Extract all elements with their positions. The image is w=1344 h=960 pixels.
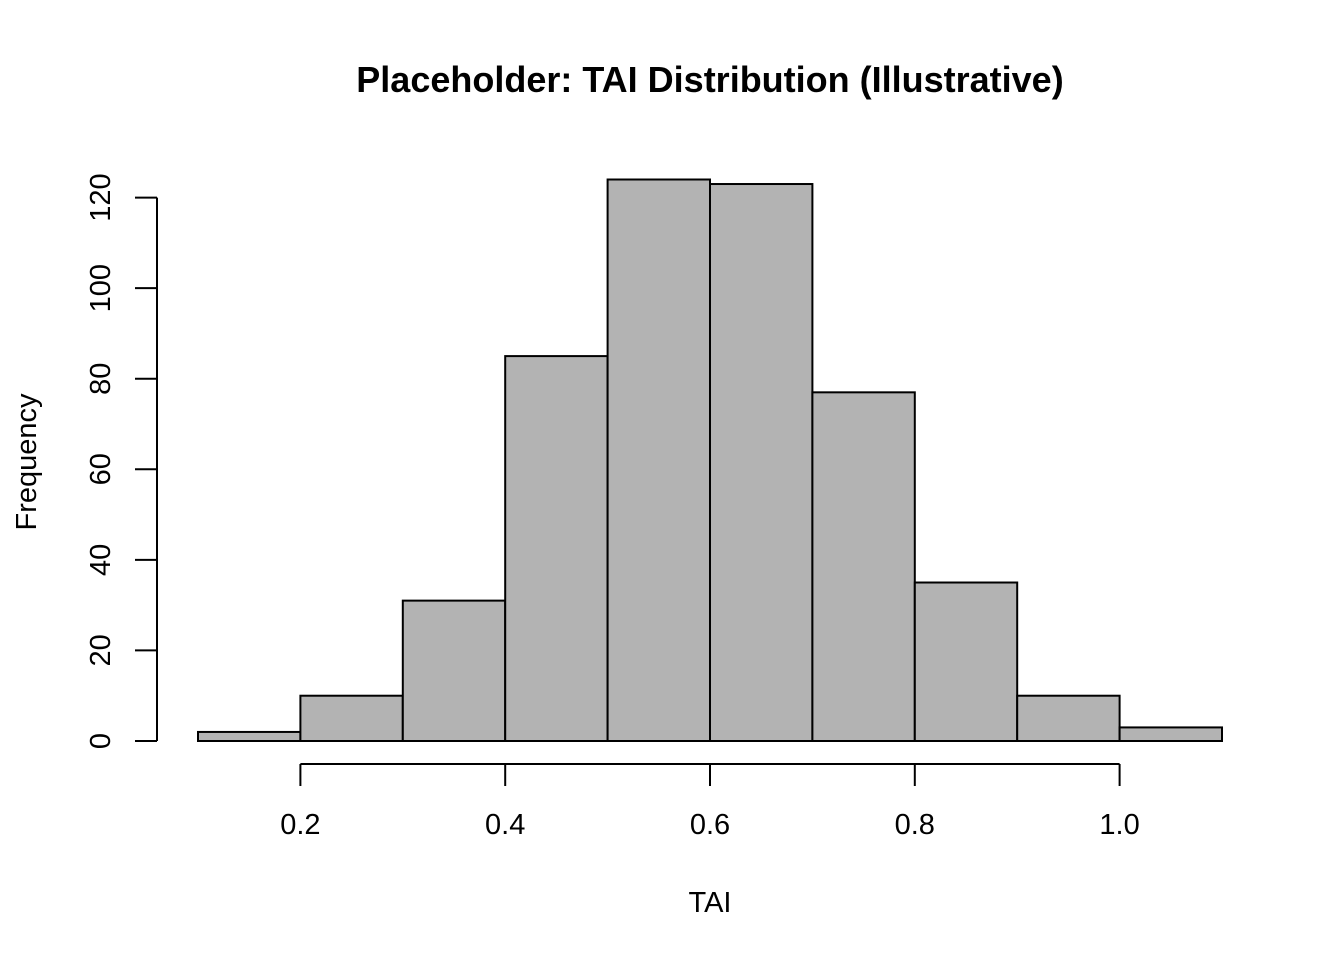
histogram-bar — [913, 581, 1019, 742]
y-tick-label: 40 — [85, 544, 117, 576]
histogram-bar — [1016, 694, 1121, 742]
y-tick-label: 20 — [85, 634, 117, 666]
x-axis-label: TAI — [689, 887, 732, 919]
y-tick-label: 0 — [85, 733, 117, 749]
y-tick-label: 60 — [85, 453, 117, 485]
y-axis: 0 20 40 60 80 100 120 — [85, 173, 158, 749]
x-axis: 0.2 0.4 0.6 0.8 1.0 — [280, 763, 1140, 841]
histogram-bar — [401, 599, 507, 742]
x-tick-label: 0.2 — [280, 809, 320, 841]
histogram-bar — [1118, 726, 1223, 743]
x-tick-label: 1.0 — [1099, 809, 1139, 841]
histogram-bar — [504, 355, 609, 742]
chart-title: Placeholder: TAI Distribution (Illustrat… — [356, 59, 1063, 100]
x-tick-label: 0.4 — [485, 809, 525, 841]
x-tick-label: 0.6 — [690, 809, 730, 841]
bars-group — [197, 178, 1223, 743]
histogram-bar — [299, 694, 404, 742]
histogram-bar — [197, 730, 302, 742]
y-axis-label: Frequency — [11, 393, 43, 531]
x-tick-label: 0.8 — [895, 809, 935, 841]
histogram-bar — [606, 178, 711, 742]
y-tick-label: 120 — [85, 173, 117, 221]
histogram-bar — [709, 183, 814, 743]
y-tick-label: 100 — [85, 264, 117, 312]
y-tick-label: 80 — [85, 363, 117, 395]
histogram-bar — [811, 391, 916, 742]
